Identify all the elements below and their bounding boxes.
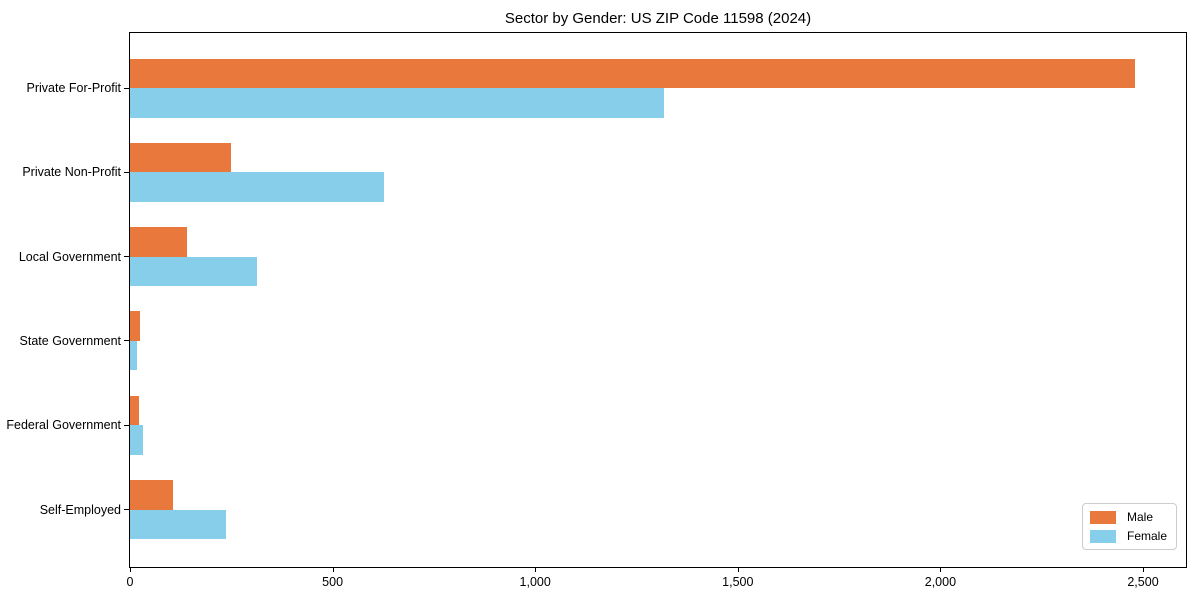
bar-female-federal-government xyxy=(130,425,143,455)
y-label-private-non-profit: Private Non-Profit xyxy=(22,165,121,180)
x-tick-1000 xyxy=(535,567,537,572)
y-label-self-employed: Self-Employed xyxy=(39,502,121,517)
y-tick-private-non-profit xyxy=(124,171,129,173)
bar-male-local-government xyxy=(130,227,188,257)
bar-female-state-government xyxy=(130,340,138,371)
bars-layer xyxy=(130,33,1186,567)
y-label-federal-government: Federal Government xyxy=(6,418,121,433)
y-tick-self-employed xyxy=(124,509,129,510)
legend-label-male: Male xyxy=(1126,510,1153,524)
x-tick-label-2000: 2,000 xyxy=(924,575,957,589)
x-tick-label-1500: 1,500 xyxy=(722,575,754,589)
y-tick-local-government xyxy=(124,256,129,258)
y-label-state-government: State Government xyxy=(19,333,121,348)
legend-item-male: Male xyxy=(1089,510,1167,524)
x-tick-1500 xyxy=(737,567,739,572)
bar-male-state-government xyxy=(130,311,141,341)
y-tick-private-for-profit xyxy=(124,87,129,89)
chart-title: Sector by Gender: US ZIP Code 11598 (202… xyxy=(504,10,812,27)
y-label-private-for-profit: Private For-Profit xyxy=(26,81,121,95)
bar-female-private-for-profit xyxy=(130,88,665,118)
bar-male-federal-government xyxy=(130,395,139,426)
bar-male-self-employed xyxy=(130,480,173,510)
bar-female-private-non-profit xyxy=(130,172,385,202)
bar-female-self-employed xyxy=(130,509,226,539)
x-tick-500 xyxy=(332,567,334,572)
x-tick-2500 xyxy=(1143,567,1144,572)
legend: Male Female xyxy=(1081,503,1177,550)
legend-label-female: Female xyxy=(1126,529,1167,543)
x-tick-label-0: 0 xyxy=(126,575,134,589)
y-label-local-government: Local Government xyxy=(18,249,121,264)
bar-male-private-non-profit xyxy=(130,142,231,173)
x-tick-label-500: 500 xyxy=(322,575,344,589)
plot-area: Male Female xyxy=(129,32,1187,568)
y-tick-federal-government xyxy=(124,424,129,426)
legend-swatch-female xyxy=(1089,529,1116,543)
bar-male-private-for-profit xyxy=(130,58,1135,88)
x-tick-0 xyxy=(130,567,131,572)
legend-swatch-male xyxy=(1089,510,1116,524)
legend-item-female: Female xyxy=(1089,529,1167,543)
x-tick-label-1000: 1,000 xyxy=(519,575,551,589)
y-tick-state-government xyxy=(124,340,129,342)
x-tick-label-2500: 2,500 xyxy=(1127,575,1159,589)
x-tick-2000 xyxy=(940,567,942,572)
bar-female-local-government xyxy=(130,256,257,287)
